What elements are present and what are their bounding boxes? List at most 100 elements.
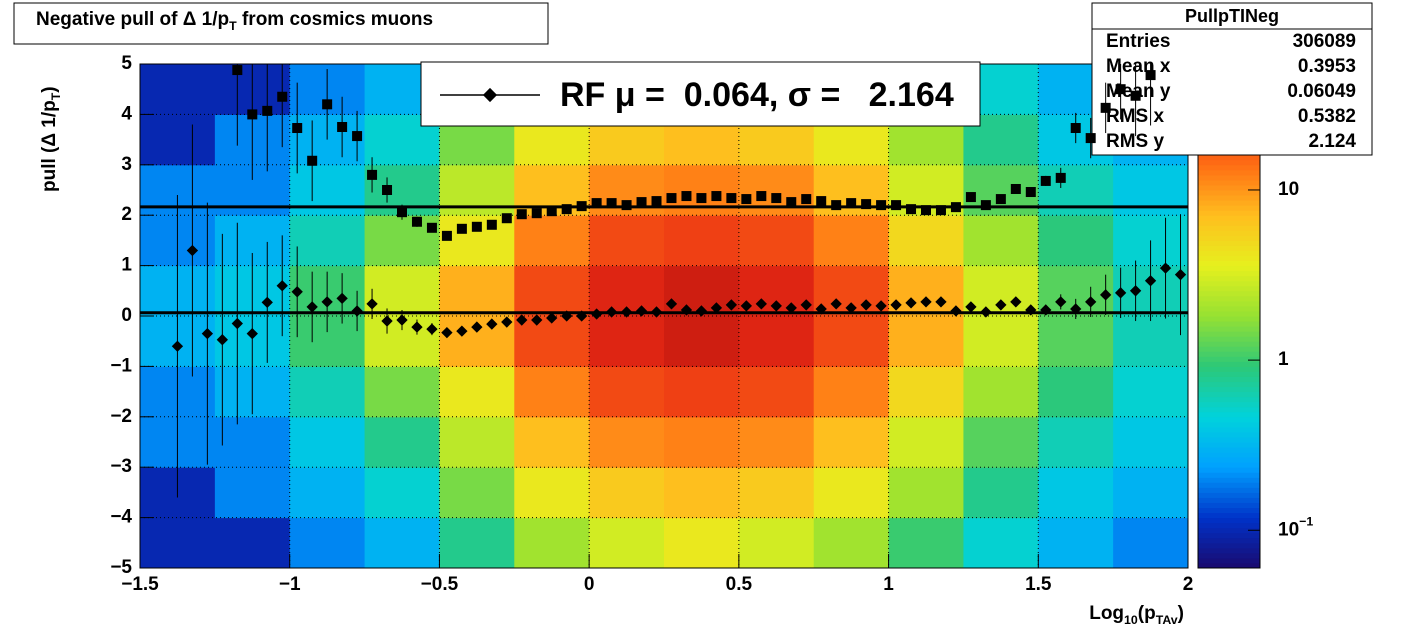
colorbar-segment bbox=[1198, 527, 1260, 534]
marker bbox=[247, 109, 258, 120]
marker bbox=[1115, 84, 1126, 95]
marker bbox=[277, 91, 288, 102]
marker bbox=[830, 298, 842, 310]
marker bbox=[1010, 183, 1021, 194]
profile-point bbox=[980, 306, 992, 318]
marker bbox=[1055, 296, 1067, 308]
heat-cell bbox=[888, 366, 964, 418]
y-tick-label: 4 bbox=[121, 103, 132, 124]
profile-point bbox=[262, 64, 273, 172]
marker bbox=[397, 207, 407, 218]
profile-point bbox=[935, 296, 947, 308]
text-part: (p bbox=[1138, 603, 1156, 624]
chart-title: Negative pull of Δ 1/pT from cosmics muo… bbox=[36, 9, 433, 33]
heat-cell bbox=[289, 416, 366, 468]
heat-cell bbox=[813, 215, 890, 267]
marker bbox=[396, 314, 408, 326]
colorbar-segment bbox=[1198, 552, 1260, 559]
marker bbox=[381, 315, 393, 327]
heat-cell bbox=[439, 366, 515, 418]
profile-point bbox=[171, 195, 184, 498]
colorbar-segment bbox=[1198, 436, 1260, 443]
colorbar-segment bbox=[1198, 310, 1260, 317]
marker bbox=[755, 298, 767, 310]
marker bbox=[1145, 70, 1156, 81]
marker bbox=[486, 219, 497, 230]
profile-point bbox=[980, 200, 991, 211]
marker bbox=[1025, 304, 1037, 316]
heat-cell bbox=[888, 517, 964, 568]
profile-point bbox=[546, 206, 557, 217]
marker bbox=[561, 310, 573, 322]
x-tick-label: −1 bbox=[279, 574, 301, 595]
colorbar-segment bbox=[1198, 421, 1260, 428]
heat-cell bbox=[289, 215, 366, 267]
marker bbox=[980, 306, 992, 318]
marker bbox=[695, 305, 708, 317]
heat-cell bbox=[1038, 215, 1114, 267]
heat-cell bbox=[364, 517, 440, 568]
marker bbox=[531, 208, 542, 219]
y-tick-label: −4 bbox=[110, 507, 132, 528]
heat-cell bbox=[364, 416, 440, 468]
marker bbox=[1070, 303, 1082, 315]
heat-cell bbox=[1038, 366, 1114, 418]
x-tick-label: 0 bbox=[584, 574, 595, 595]
marker bbox=[636, 197, 647, 208]
y-tick-label: −2 bbox=[110, 406, 132, 427]
colorbar-segment bbox=[1198, 220, 1260, 226]
colorbar-segment bbox=[1198, 159, 1260, 166]
profile-point bbox=[845, 302, 857, 314]
colorbar-segment bbox=[1198, 250, 1260, 257]
colorbar-segment bbox=[1198, 290, 1260, 297]
marker bbox=[710, 302, 723, 314]
profile-point bbox=[830, 298, 842, 310]
colorbar-segment bbox=[1198, 482, 1260, 488]
y-tick-label: −1 bbox=[110, 355, 132, 376]
marker bbox=[666, 193, 677, 204]
profile-point bbox=[635, 305, 648, 317]
heat-cell bbox=[963, 517, 1039, 568]
colorbar-segment bbox=[1198, 411, 1260, 418]
colorbar-segment bbox=[1198, 557, 1260, 564]
profile-point bbox=[1070, 112, 1081, 144]
marker bbox=[576, 201, 587, 212]
heat-cell bbox=[963, 416, 1039, 468]
marker bbox=[650, 306, 663, 318]
profile-point bbox=[636, 197, 647, 208]
colorbar-segment bbox=[1198, 502, 1260, 509]
heat-cell bbox=[738, 366, 815, 418]
marker bbox=[352, 131, 363, 142]
marker bbox=[785, 302, 797, 314]
marker bbox=[471, 321, 483, 333]
profile-point bbox=[337, 96, 348, 158]
marker bbox=[426, 323, 438, 335]
heat-cell bbox=[439, 265, 515, 317]
marker bbox=[1070, 123, 1081, 134]
stats-label: Entries bbox=[1106, 31, 1170, 52]
stats-value: 0.06049 bbox=[1287, 81, 1356, 102]
marker bbox=[815, 303, 827, 315]
marker bbox=[680, 304, 693, 316]
heat-cell bbox=[664, 517, 740, 568]
profile-point bbox=[831, 200, 842, 211]
colorbar-segment bbox=[1198, 547, 1260, 554]
marker bbox=[771, 193, 782, 204]
heat-cell bbox=[140, 517, 216, 568]
profile-point bbox=[201, 202, 214, 465]
heat-cell bbox=[664, 316, 740, 367]
marker bbox=[291, 286, 303, 298]
y-tick-label: −3 bbox=[110, 456, 132, 477]
profile-point bbox=[336, 273, 348, 324]
profile-point bbox=[456, 325, 468, 337]
marker bbox=[726, 193, 737, 204]
heat-cell bbox=[738, 467, 815, 519]
colorbar-segment bbox=[1198, 300, 1260, 307]
legend-marker bbox=[482, 87, 498, 103]
marker bbox=[561, 204, 572, 215]
heat-cell bbox=[1113, 316, 1188, 367]
heat-cell bbox=[214, 416, 291, 468]
stats-value: 0.3953 bbox=[1298, 56, 1356, 77]
